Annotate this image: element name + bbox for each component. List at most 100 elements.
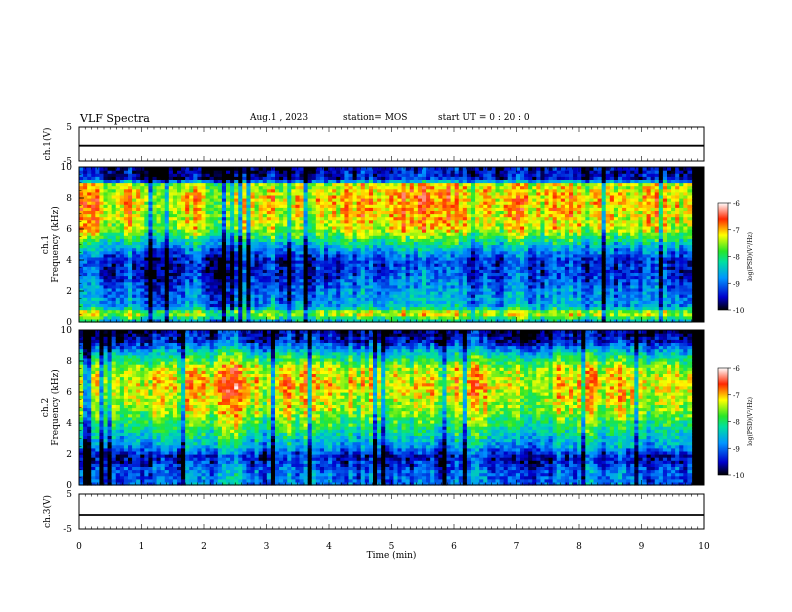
spectrogram-cell	[185, 170, 190, 174]
spectrogram-cell	[246, 191, 252, 196]
spectrogram-cell	[283, 198, 288, 202]
spectrogram-cell	[287, 300, 292, 304]
spectrogram-cell	[250, 281, 256, 286]
spectrogram-cell	[356, 167, 362, 171]
spectrogram-cell	[275, 170, 280, 174]
spectrogram-cell	[91, 176, 96, 180]
spectrogram-cell	[213, 173, 219, 177]
spectrogram-cell	[160, 201, 166, 205]
spectrogram-cell	[160, 247, 166, 252]
spectrogram-cell	[328, 309, 333, 314]
spectrogram-cell	[156, 191, 162, 196]
spectrogram-cell	[275, 253, 280, 258]
spectrogram-cell	[319, 297, 325, 301]
spectrogram-cell	[315, 300, 321, 304]
spectrogram-cell	[299, 306, 305, 311]
spectrogram-cell	[332, 297, 337, 301]
spectrogram-cell	[107, 222, 113, 227]
spectrogram-cell	[189, 170, 194, 174]
spectrogram-cell	[221, 167, 227, 171]
spectrogram-cell	[144, 204, 150, 208]
spectrogram-cell	[115, 170, 121, 174]
spectrogram-cell	[295, 294, 301, 298]
spectrogram-cell	[136, 207, 141, 211]
spectrogram-cell	[344, 194, 350, 199]
spectrogram-cell	[111, 266, 117, 270]
spectrogram-cell	[115, 315, 121, 320]
spectrogram-cell	[132, 318, 137, 323]
spectrogram-cell	[295, 269, 301, 273]
spectrogram-cell	[283, 207, 288, 211]
spectrogram-cell	[119, 318, 125, 323]
spectrogram-cell	[103, 185, 109, 190]
spectrogram-cell	[279, 263, 284, 267]
spectrogram-cell	[115, 238, 121, 242]
spectrogram-cell	[95, 229, 101, 233]
spectrogram-cell	[234, 213, 239, 218]
spectrogram-cell	[172, 207, 178, 211]
spectrogram-cell	[213, 247, 219, 252]
spectrogram-cell	[336, 238, 341, 242]
spectrogram-cell	[307, 250, 313, 255]
spectrogram-cell	[336, 201, 341, 205]
spectrogram-cell	[99, 281, 105, 286]
spectrogram-cell	[287, 210, 292, 215]
spectrogram-cell	[348, 253, 354, 258]
spectrogram-cell	[87, 247, 92, 252]
figure-title: VLF Spectra	[80, 112, 150, 125]
spectrogram-cell	[132, 170, 137, 174]
spectrogram-cell	[140, 281, 145, 286]
spectrogram-cell	[279, 247, 284, 252]
spectrogram-cell	[283, 253, 288, 258]
spectrogram-cell	[287, 216, 292, 221]
spectrogram-cell	[303, 222, 309, 227]
spectrogram-cell	[168, 207, 174, 211]
spectrogram-cell	[197, 229, 203, 233]
spectrogram-cell	[324, 216, 329, 221]
spectrogram-cell	[348, 278, 354, 283]
spectrogram-cell	[152, 201, 158, 205]
spectrogram-cell	[275, 250, 280, 255]
spectrogram-cell	[283, 191, 288, 196]
spectrogram-cell	[303, 204, 309, 208]
spectrogram-cell	[283, 213, 288, 218]
spectrogram-cell	[230, 247, 235, 252]
spectrogram-cell	[107, 179, 113, 184]
spectrogram-cell	[230, 173, 235, 177]
spectrogram-cell	[283, 250, 288, 255]
spectrogram-cell	[226, 269, 231, 273]
spectrogram-cell	[319, 269, 325, 273]
spectrogram-cell	[209, 291, 215, 295]
spectrogram-cell	[160, 309, 166, 314]
spectrogram-cell	[230, 207, 235, 211]
spectrogram-cell	[119, 170, 125, 174]
spectrogram-cell	[140, 173, 145, 177]
spectrogram-cell	[111, 204, 117, 208]
spectrogram-cell	[242, 269, 248, 273]
spectrogram-cell	[324, 244, 329, 249]
spectrogram-cell	[83, 232, 88, 236]
spectrogram-cell	[164, 278, 170, 283]
spectrogram-cell	[185, 194, 190, 199]
spectrogram-cell	[221, 309, 227, 314]
spectrogram-cell	[324, 194, 329, 199]
spectrogram-cell	[132, 238, 137, 242]
spectrogram-cell	[454, 167, 460, 171]
spectrogram-cell	[152, 213, 158, 218]
spectrogram-cell	[152, 232, 158, 236]
spectrogram-cell	[226, 167, 231, 171]
spectrogram-cell	[254, 219, 260, 224]
spectrogram-cell	[83, 238, 88, 242]
spectrogram-cell	[181, 291, 186, 295]
spectrogram-cell	[344, 173, 350, 177]
spectrogram-cell	[230, 256, 235, 261]
spectrogram-cell	[95, 247, 101, 252]
spectrogram-cell	[201, 312, 207, 317]
spectrogram-cell	[307, 284, 313, 289]
spectrogram-cell	[283, 300, 288, 304]
spectrogram-cell	[307, 229, 313, 233]
spectrogram-cell	[181, 281, 186, 286]
spectrogram-cell	[111, 300, 117, 304]
spectrogram-cell	[136, 194, 141, 199]
spectrogram-cell	[238, 260, 243, 264]
